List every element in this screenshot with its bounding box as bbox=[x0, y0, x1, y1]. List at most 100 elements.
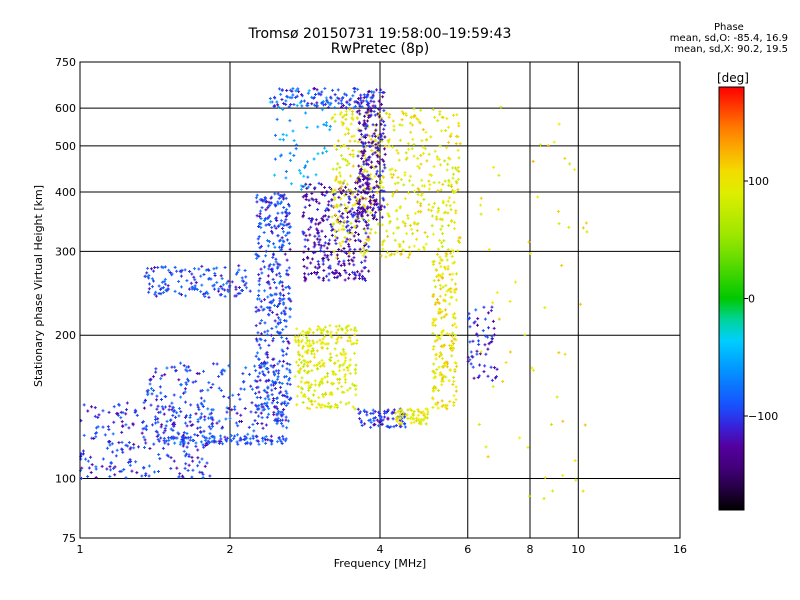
data-point bbox=[339, 110, 343, 114]
data-point bbox=[286, 202, 290, 206]
data-point bbox=[315, 328, 319, 332]
data-point bbox=[343, 179, 347, 183]
data-point bbox=[474, 308, 478, 312]
data-point bbox=[211, 418, 215, 422]
data-point bbox=[356, 192, 360, 196]
data-point bbox=[289, 182, 293, 186]
data-point bbox=[285, 362, 289, 366]
data-point bbox=[306, 175, 310, 179]
data-point bbox=[155, 407, 159, 411]
data-point bbox=[441, 182, 445, 186]
data-point bbox=[247, 425, 251, 429]
data-point bbox=[495, 291, 499, 295]
data-point bbox=[420, 139, 424, 143]
data-point bbox=[351, 148, 355, 152]
data-point bbox=[430, 173, 434, 177]
x-axis-label: Frequency [MHz] bbox=[333, 557, 427, 570]
data-point bbox=[210, 440, 214, 444]
data-point bbox=[377, 107, 381, 111]
data-point bbox=[293, 374, 297, 378]
data-point bbox=[325, 274, 329, 278]
data-point bbox=[484, 352, 488, 356]
data-point bbox=[441, 365, 445, 369]
data-point bbox=[334, 403, 338, 407]
data-point bbox=[241, 372, 245, 376]
data-point bbox=[304, 164, 308, 168]
data-point bbox=[128, 447, 132, 451]
data-point bbox=[304, 182, 308, 186]
data-point bbox=[254, 252, 258, 256]
data-point bbox=[316, 152, 320, 156]
data-point bbox=[309, 272, 313, 276]
data-point bbox=[353, 202, 357, 206]
data-point bbox=[432, 376, 436, 380]
data-point bbox=[415, 116, 419, 120]
data-point bbox=[431, 232, 435, 236]
data-point bbox=[455, 168, 459, 172]
data-point bbox=[215, 421, 219, 425]
data-point bbox=[257, 442, 261, 446]
data-point bbox=[411, 413, 415, 417]
data-point bbox=[267, 306, 271, 310]
data-point bbox=[318, 381, 322, 385]
data-point bbox=[257, 241, 261, 245]
data-point bbox=[446, 199, 450, 203]
data-point bbox=[493, 376, 497, 380]
data-point bbox=[233, 405, 237, 409]
data-point bbox=[434, 352, 438, 356]
data-point bbox=[340, 390, 344, 394]
data-point bbox=[383, 205, 387, 209]
data-point bbox=[165, 419, 169, 423]
data-point bbox=[486, 374, 490, 378]
data-point bbox=[345, 237, 349, 241]
data-point bbox=[343, 220, 347, 224]
data-point bbox=[146, 391, 150, 395]
data-point bbox=[471, 339, 475, 343]
data-point bbox=[313, 186, 317, 190]
data-point bbox=[340, 385, 344, 389]
data-point bbox=[181, 438, 185, 442]
data-point bbox=[440, 330, 444, 334]
data-point bbox=[360, 269, 364, 273]
data-point bbox=[255, 214, 259, 218]
data-point bbox=[278, 381, 282, 385]
data-point bbox=[425, 416, 429, 420]
data-point bbox=[230, 280, 234, 284]
data-point bbox=[163, 429, 167, 433]
data-point bbox=[437, 311, 441, 315]
data-point bbox=[270, 301, 274, 305]
data-point bbox=[259, 226, 263, 230]
data-point bbox=[453, 166, 457, 170]
data-point bbox=[261, 259, 265, 263]
data-point bbox=[345, 101, 349, 105]
data-point bbox=[106, 425, 110, 429]
data-point bbox=[244, 366, 248, 370]
data-point bbox=[340, 327, 344, 331]
data-point bbox=[453, 333, 457, 337]
data-point bbox=[278, 299, 282, 303]
data-point bbox=[437, 181, 441, 185]
data-point bbox=[274, 417, 278, 421]
data-point bbox=[392, 128, 396, 132]
data-point bbox=[322, 122, 326, 126]
data-point bbox=[256, 254, 260, 258]
data-point bbox=[431, 347, 435, 351]
data-point bbox=[360, 157, 364, 161]
data-point bbox=[323, 186, 327, 190]
data-point bbox=[287, 241, 291, 245]
data-point bbox=[279, 222, 283, 226]
data-point bbox=[469, 350, 473, 354]
data-point bbox=[299, 171, 303, 175]
data-point bbox=[283, 311, 287, 315]
data-point bbox=[307, 217, 311, 221]
data-point bbox=[256, 439, 260, 443]
data-point bbox=[318, 403, 322, 407]
data-point bbox=[265, 333, 269, 337]
data-point bbox=[307, 331, 311, 335]
data-point bbox=[273, 224, 277, 228]
data-point bbox=[126, 444, 130, 448]
data-point bbox=[333, 405, 337, 409]
data-point bbox=[287, 204, 291, 208]
data-point bbox=[313, 243, 317, 247]
data-point bbox=[276, 416, 280, 420]
